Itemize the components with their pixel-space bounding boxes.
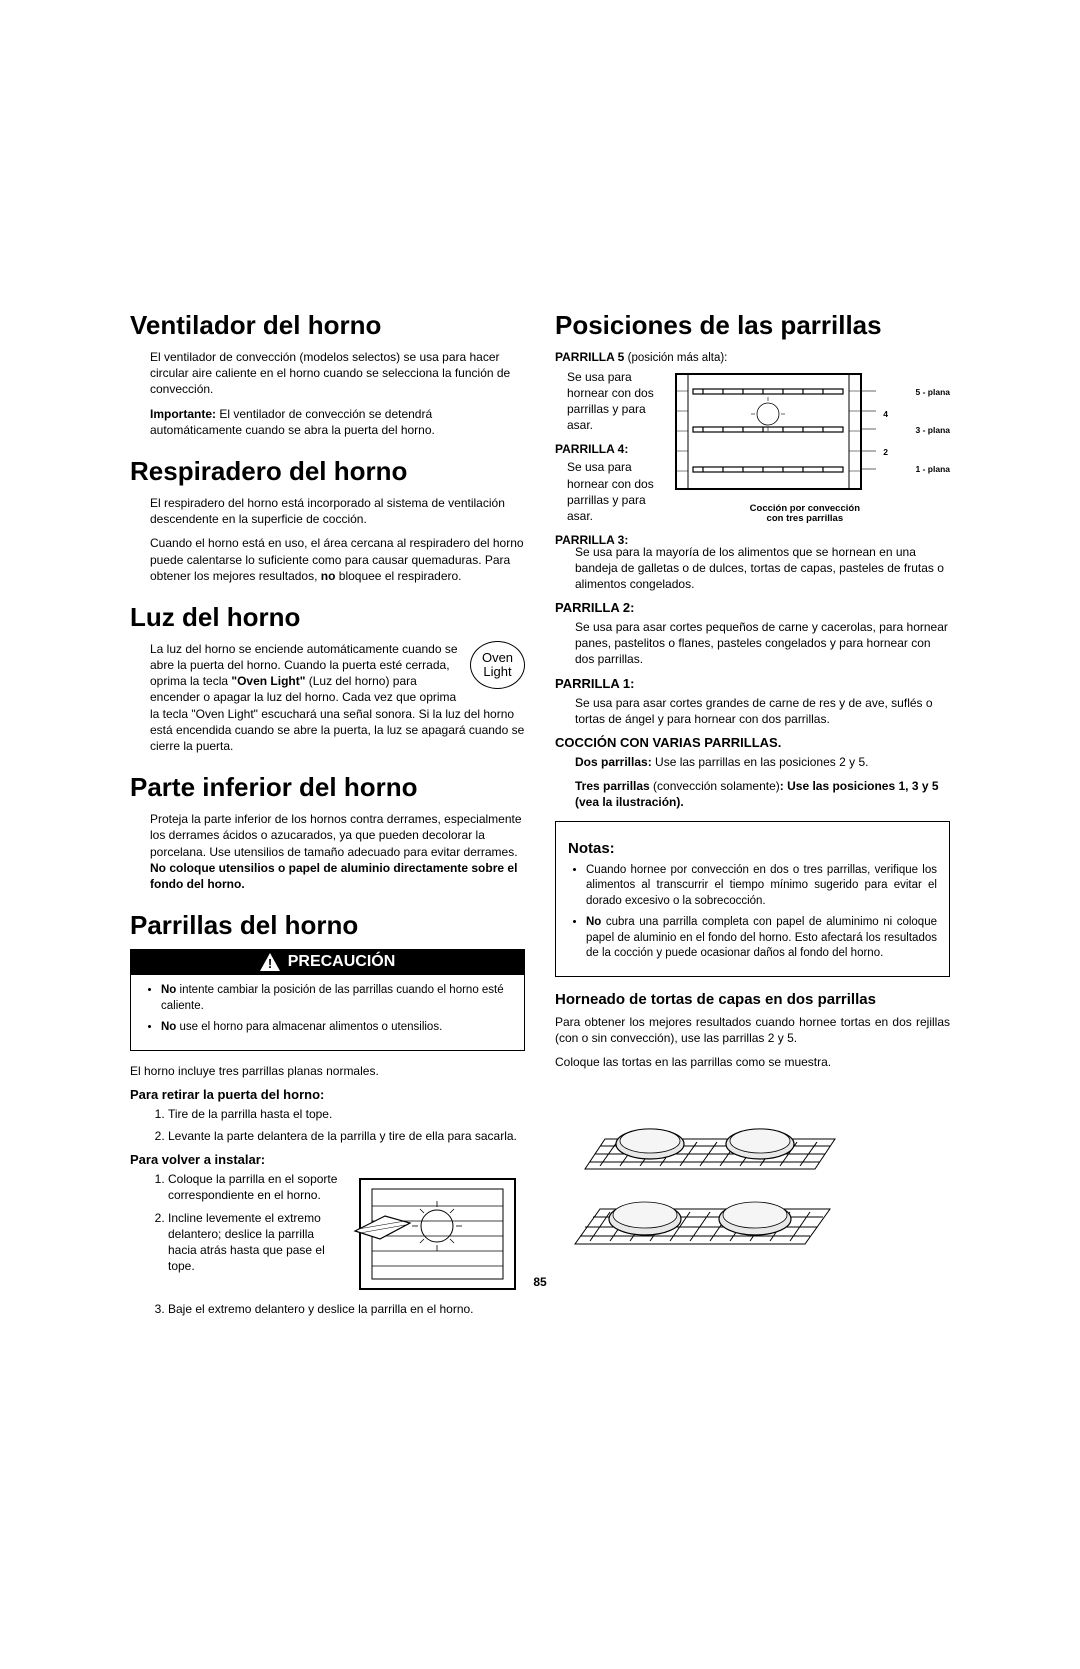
fan-text-2: Importante: El ventilador de convección … [150, 406, 525, 438]
remove-step-1: Tire de la parrilla hasta el tope. [168, 1106, 525, 1122]
heading-positions: Posiciones de las parrillas [555, 310, 950, 341]
remove-step-2: Levante la parte delantera de la parrill… [168, 1128, 525, 1144]
heading-bottom: Parte inferior del horno [130, 772, 525, 803]
rack-label-5: 5 - plana [916, 387, 950, 397]
notas-item-1: Cuando hornee por convección en dos o tr… [586, 863, 937, 910]
svg-text:!: ! [268, 956, 272, 971]
light-text: La luz del horno se enciende automáticam… [150, 641, 525, 754]
rack-label-3: 3 - plana [916, 425, 950, 435]
heading-racks: Parrillas del horno [130, 910, 525, 941]
caution-content: No intente cambiar la posición de las pa… [130, 975, 525, 1051]
rack-side-text: Se usa para hornear con dos parrillas y … [555, 369, 670, 551]
rack1-heading: PARRILLA 1: [555, 676, 950, 691]
light-block: Oven Light La luz del horno se enciende … [150, 641, 525, 754]
rack-figure-wrap: Se usa para hornear con dos parrillas y … [555, 369, 950, 534]
caution-item-1: No intente cambiar la posición de las pa… [161, 983, 514, 1014]
caution-item-2: No use el horno para almacenar alimentos… [161, 1020, 514, 1036]
notas-box: Notas: Cuando hornee por convección en d… [555, 821, 950, 977]
remove-heading: Para retirar la puerta del horno: [130, 1087, 525, 1102]
rack-positions-diagram-icon [668, 369, 878, 509]
multi-text-2: Tres parrillas (convección solamente): U… [575, 778, 950, 810]
rack-label-2: 2 [883, 447, 888, 457]
reinstall-step-2: Incline levemente el extremo delantero; … [168, 1210, 345, 1275]
multi-heading: COCCIÓN CON VARIAS PARRILLAS. [555, 735, 950, 750]
page-number: 85 [0, 1275, 1080, 1289]
reinstall-steps: Coloque la parrilla en el soporte corres… [150, 1171, 345, 1274]
cakes-heading: Horneado de tortas de capas en dos parri… [555, 991, 950, 1008]
notas-item-2: No cubra una parrilla completa con papel… [586, 915, 937, 962]
rack-label-4: 4 [883, 409, 888, 419]
fan-text-1: El ventilador de convección (modelos sel… [150, 349, 525, 398]
right-column: Posiciones de las parrillas PARRILLA 5 (… [555, 310, 950, 1323]
cakes-text-1: Para obtener los mejores resultados cuan… [555, 1014, 950, 1046]
multi-text-1: Dos parrillas: Use las parrillas en las … [575, 754, 950, 770]
rack2-text: Se usa para asar cortes pequeños de carn… [575, 619, 950, 668]
heading-vent: Respiradero del horno [130, 456, 525, 487]
bottom-text: Proteja la parte inferior de los hornos … [150, 811, 525, 892]
racks-intro: El horno incluye tres parrillas planas n… [130, 1063, 525, 1079]
reinstall-step-1: Coloque la parrilla en el soporte corres… [168, 1171, 345, 1203]
caution-label: PRECAUCIÓN [288, 953, 396, 971]
caution-header: ! PRECAUCIÓN [130, 949, 525, 975]
oven-light-icon: Oven Light [470, 641, 525, 689]
left-column: Ventilador del horno El ventilador de co… [130, 310, 525, 1323]
rack-caption: Cocción por conveccióncon tres parrillas [750, 504, 860, 526]
heading-light: Luz del horno [130, 602, 525, 633]
vent-text-1: El respiradero del horno está incorporad… [150, 495, 525, 527]
page-content: Ventilador del horno El ventilador de co… [130, 310, 950, 1323]
vent-text-2: Cuando el horno está en uso, el área cer… [150, 535, 525, 584]
heading-fan: Ventilador del horno [130, 310, 525, 341]
notas-heading: Notas: [568, 840, 937, 857]
rack1-text: Se usa para asar cortes grandes de carne… [575, 695, 950, 727]
cakes-text-2: Coloque las tortas en las parrillas como… [555, 1054, 950, 1070]
warning-icon: ! [260, 953, 280, 971]
rack2-heading: PARRILLA 2: [555, 600, 950, 615]
rack-label-1: 1 - plana [916, 464, 950, 474]
reinstall-step-3: Baje el extremo delantero y deslice la p… [168, 1301, 525, 1317]
reinstall-steps-cont: Baje el extremo delantero y deslice la p… [150, 1301, 525, 1317]
rack3-text: Se usa para la mayoría de los alimentos … [575, 544, 950, 593]
reinstall-heading: Para volver a instalar: [130, 1152, 525, 1167]
cake-racks-diagram-icon [555, 1084, 845, 1284]
rack5-heading: PARRILLA 5 (posición más alta): [555, 349, 950, 367]
remove-steps: Tire de la parrilla hasta el tope. Levan… [150, 1106, 525, 1144]
